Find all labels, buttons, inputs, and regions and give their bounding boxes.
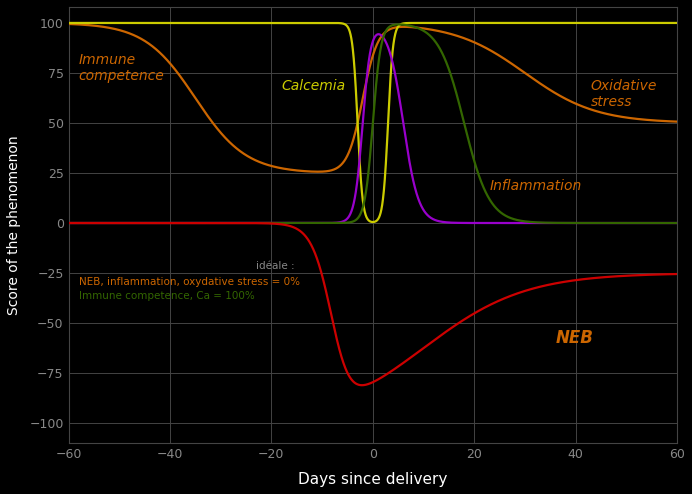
Text: Inflammation: Inflammation <box>489 179 582 193</box>
Text: NEB, inflammation, oxydative stress = 0%: NEB, inflammation, oxydative stress = 0% <box>79 277 300 287</box>
Text: NEB: NEB <box>556 329 593 347</box>
Text: Immune competence, Ca = 100%: Immune competence, Ca = 100% <box>79 291 255 301</box>
Text: Oxidative
stress: Oxidative stress <box>591 79 657 109</box>
X-axis label: Days since delivery: Days since delivery <box>298 472 448 487</box>
Text: Immune
competence: Immune competence <box>79 53 165 83</box>
Text: Calcemia: Calcemia <box>282 79 345 93</box>
Text: idéale :: idéale : <box>256 261 295 271</box>
Y-axis label: Score of the phenomenon: Score of the phenomenon <box>7 135 21 315</box>
